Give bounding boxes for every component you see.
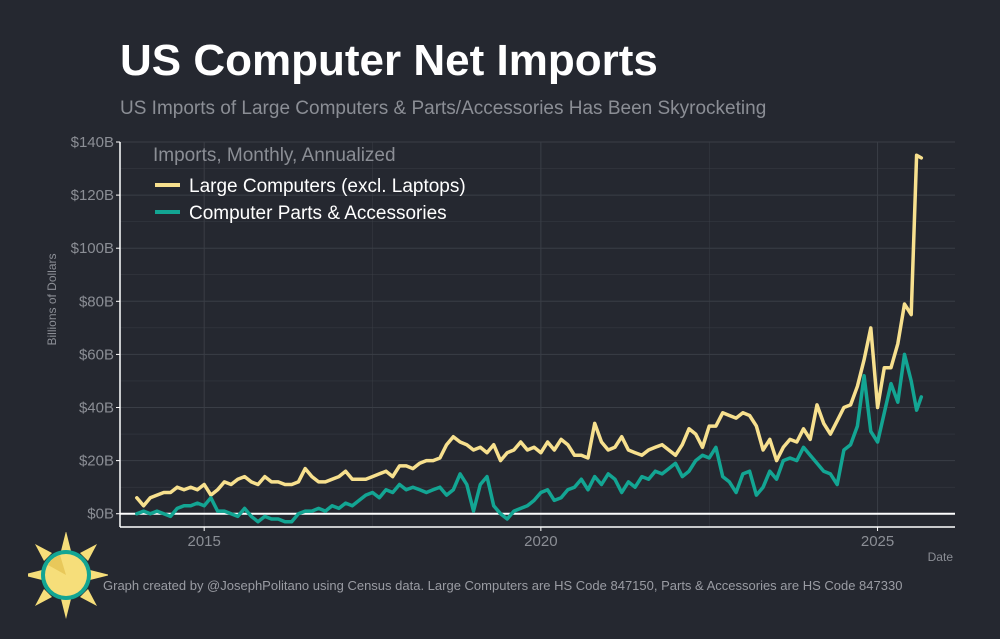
x-tick-label: 2015 bbox=[187, 533, 220, 550]
y-tick-label: $40B bbox=[79, 400, 114, 417]
legend: Imports, Monthly, Annualized Large Comput… bbox=[153, 145, 466, 224]
chart-subtitle: US Imports of Large Computers & Parts/Ac… bbox=[120, 98, 767, 119]
y-tick-label: $80B bbox=[79, 293, 114, 310]
legend-label: Computer Parts & Accessories bbox=[189, 203, 447, 224]
sun-logo-icon bbox=[28, 532, 108, 619]
series-line bbox=[135, 352, 924, 524]
x-axis-title: Date bbox=[928, 550, 954, 564]
series-lines bbox=[135, 153, 924, 524]
axes: $0B $20B $40B $60B $80B $100B $120B $140B 2015 20… bbox=[45, 134, 955, 564]
y-tick-label: $140B bbox=[71, 134, 114, 151]
grid-lines bbox=[120, 141, 955, 527]
x-tick-label: 2025 bbox=[861, 533, 894, 550]
series-line bbox=[135, 153, 924, 508]
x-tick-label: 2020 bbox=[524, 533, 557, 550]
y-tick-label: $60B bbox=[79, 346, 114, 363]
y-tick-label: $20B bbox=[79, 453, 114, 470]
source-caption: Graph created by @JosephPolitano using C… bbox=[103, 578, 903, 593]
y-tick-label: $120B bbox=[71, 187, 114, 204]
legend-title: Imports, Monthly, Annualized bbox=[153, 145, 396, 166]
y-tick-label: $100B bbox=[71, 240, 114, 257]
y-axis-title: Billions of Dollars bbox=[45, 253, 59, 345]
chart-title: US Computer Net Imports bbox=[120, 36, 658, 85]
legend-label: Large Computers (excl. Laptops) bbox=[189, 176, 466, 197]
y-tick-label: $0B bbox=[87, 506, 114, 523]
